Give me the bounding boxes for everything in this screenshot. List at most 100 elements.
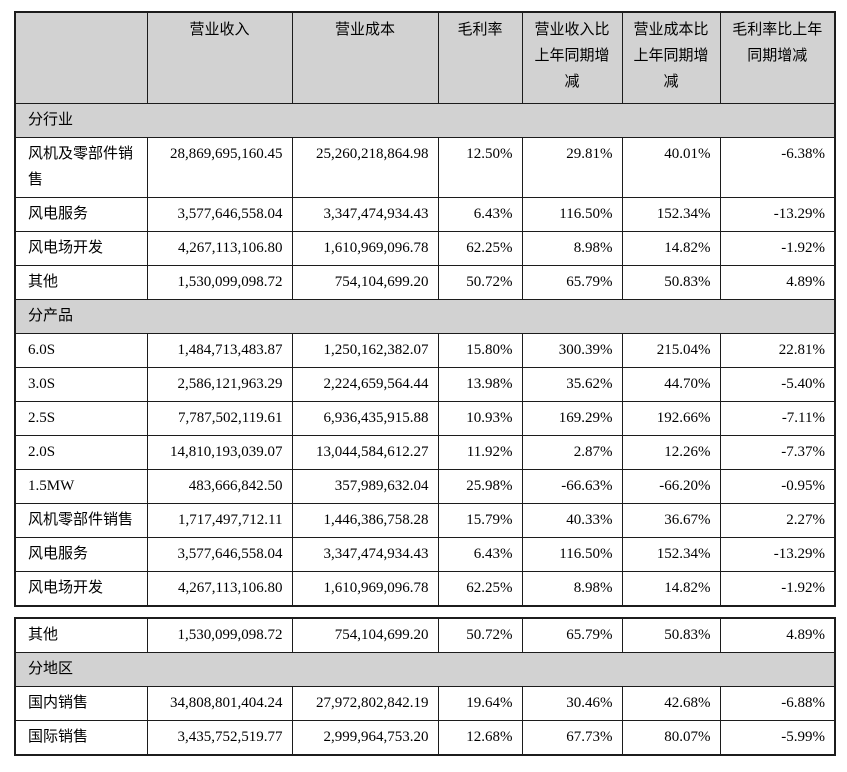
table-cell: 44.70% [621,367,721,402]
table-row: 国际销售 3,435,752,519.77 2,999,964,753.20 12.6… [14,720,836,756]
table-cell: 4.89% [719,265,836,300]
table-cell: 14.82% [621,231,721,266]
table-cell: 2,586,121,963.29 [146,367,293,402]
section-row: 分行业 [14,103,836,138]
table-cell: 300.39% [521,333,623,368]
table-cell: 13,044,584,612.27 [291,435,439,470]
table-row: 2.0S 14,810,193,039.07 13,044,584,612.27 11… [14,435,836,470]
table-cell: 62.25% [437,231,523,266]
row-label: 风电场开发 [14,571,148,607]
column-header: 营业成本比 上年同期增 减 [621,11,721,104]
table-cell: 12.26% [621,435,721,470]
table-cell: -13.29% [719,537,836,572]
table-cell: 6.43% [437,537,523,572]
table-cell: 14,810,193,039.07 [146,435,293,470]
table-cell: 12.50% [437,137,523,198]
table-cell: 3,347,474,934.43 [291,197,439,232]
header-cell-empty [14,11,148,104]
row-label: 3.0S [14,367,148,402]
table-cell: 152.34% [621,537,721,572]
header-row: 营业收入 营业成本 毛利率 营业收入比 上年同期增 减营业成本比 上年同期增 减毛利率… [14,11,836,104]
table-cell: 25.98% [437,469,523,504]
table-cell: 116.50% [521,537,623,572]
table-cell: 27,972,802,842.19 [291,686,439,721]
table-cell: 7,787,502,119.61 [146,401,293,436]
table-header: 营业收入 营业成本 毛利率 营业收入比 上年同期增 减营业成本比 上年同期增 减毛利率… [14,11,836,104]
table-cell: 4,267,113,106.80 [146,231,293,266]
table-cell: 30.46% [521,686,623,721]
table-cell: 1,484,713,483.87 [146,333,293,368]
table-cell: 754,104,699.20 [291,617,439,653]
table-cell: 1,250,162,382.07 [291,333,439,368]
table-row: 3.0S 2,586,121,963.29 2,224,659,564.44 13.9… [14,367,836,402]
table-cell: 3,577,646,558.04 [146,197,293,232]
table-cell: 1,530,099,098.72 [146,617,293,653]
table-row: 风电服务 3,577,646,558.04 3,347,474,934.43 6.43… [14,197,836,232]
table-cell: 152.34% [621,197,721,232]
table-cell: 40.33% [521,503,623,538]
table-cell: -5.40% [719,367,836,402]
row-label: 2.5S [14,401,148,436]
table-cell: 25,260,218,864.98 [291,137,439,198]
table-cell: 2.87% [521,435,623,470]
row-label: 风电服务 [14,537,148,572]
table-cell: 3,435,752,519.77 [146,720,293,756]
table-cell: 50.83% [621,265,721,300]
segment-table-region: 其他 1,530,099,098.72 754,104,699.20 50.72% 65… [14,617,836,756]
table-cell: 65.79% [521,617,623,653]
table-cell: 10.93% [437,401,523,436]
table-cell: 50.72% [437,265,523,300]
table-cell: 15.80% [437,333,523,368]
table-cell: -0.95% [719,469,836,504]
section-row-label: 分地区 [14,652,836,687]
table-cell: 2,224,659,564.44 [291,367,439,402]
column-header: 毛利率比上年 同期增减 [719,11,836,104]
table-cell: -66.20% [621,469,721,504]
table-cell: 3,577,646,558.04 [146,537,293,572]
table-cell: 29.81% [521,137,623,198]
table-cell: -6.38% [719,137,836,198]
row-label: 其他 [14,617,148,653]
row-label: 风电场开发 [14,231,148,266]
table-row: 1.5MW 483,666,842.50 357,989,632.04 25.98% -… [14,469,836,504]
table-cell: 62.25% [437,571,523,607]
row-label: 其他 [14,265,148,300]
table-cell: 80.07% [621,720,721,756]
section-row: 分地区 [14,652,836,687]
row-label: 风机及零部件销售 [14,137,148,198]
table-cell: 192.66% [621,401,721,436]
table-cell: 13.98% [437,367,523,402]
table-body: 分行业 风机及零部件销售 28,869,695,160.45 25,260,218,8… [14,103,836,607]
row-label: 风电服务 [14,197,148,232]
table-cell: 4.89% [719,617,836,653]
table-cell: 50.72% [437,617,523,653]
table-cell: -1.92% [719,571,836,607]
table-row: 其他 1,530,099,098.72 754,104,699.20 50.72% 65… [14,617,836,653]
row-label: 国际销售 [14,720,148,756]
table-cell: 35.62% [521,367,623,402]
row-label: 风机零部件销售 [14,503,148,538]
table-row: 6.0S 1,484,713,483.87 1,250,162,382.07 15.8… [14,333,836,368]
table-cell: 215.04% [621,333,721,368]
table-cell: 3,347,474,934.43 [291,537,439,572]
table-cell: 357,989,632.04 [291,469,439,504]
table-cell: 15.79% [437,503,523,538]
table-cell: 19.64% [437,686,523,721]
table-cell: 1,446,386,758.28 [291,503,439,538]
segment-table-industry-product: 营业收入 营业成本 毛利率 营业收入比 上年同期增 减营业成本比 上年同期增 减毛利率… [14,11,836,607]
table-row: 风电服务 3,577,646,558.04 3,347,474,934.43 6.43… [14,537,836,572]
table-cell: 1,717,497,712.11 [146,503,293,538]
row-label: 6.0S [14,333,148,368]
table-cell: 6.43% [437,197,523,232]
table-cell: 4,267,113,106.80 [146,571,293,607]
table-cell: 6,936,435,915.88 [291,401,439,436]
column-header: 营业收入 [146,11,293,104]
table-row: 2.5S 7,787,502,119.61 6,936,435,915.88 10.9… [14,401,836,436]
table-cell: 2.27% [719,503,836,538]
report-page: 营业收入 营业成本 毛利率 营业收入比 上年同期增 减营业成本比 上年同期增 减毛利率… [14,11,836,756]
table-cell: 2,999,964,753.20 [291,720,439,756]
column-header: 毛利率 [437,11,523,104]
section-row-label: 分产品 [14,299,836,334]
row-label: 国内销售 [14,686,148,721]
table-row: 其他 1,530,099,098.72 754,104,699.20 50.72% 65… [14,265,836,300]
